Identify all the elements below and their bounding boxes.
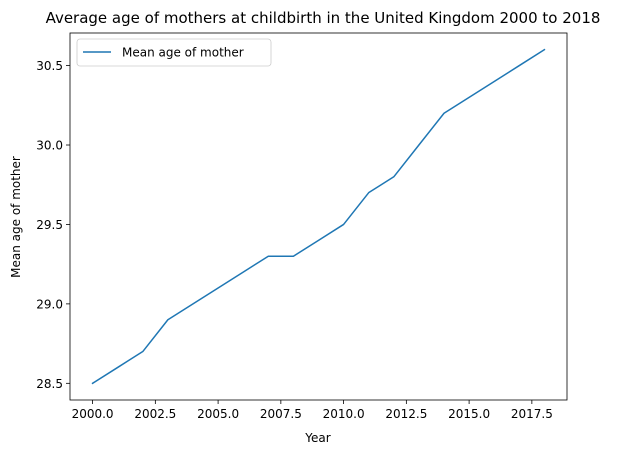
- y-tick-label: 30.0: [36, 139, 63, 153]
- x-axis: 2000.0 2002.5 2005.0 2007.5 2010.0 2012.5 2015…: [72, 400, 553, 421]
- plot-area: [70, 33, 567, 400]
- y-tick-label: 29.5: [36, 218, 63, 232]
- legend-box: [76, 38, 272, 67]
- x-tick-label: 2007.5: [260, 407, 302, 421]
- x-tick-label: 2000.0: [72, 407, 114, 421]
- x-tick-label: 2017.5: [511, 407, 553, 421]
- y-tick-label: 28.5: [36, 377, 63, 391]
- x-tick-label: 2005.0: [197, 407, 239, 421]
- plot-frame: [69, 32, 568, 401]
- x-tick-label: 2002.5: [134, 407, 176, 421]
- series-layer: [91, 48, 546, 385]
- legend: Mean age of mother: [76, 38, 272, 67]
- series-line: [91, 48, 546, 385]
- y-axis-label: Mean age of mother: [9, 156, 23, 278]
- y-tick-label: 29.0: [36, 297, 63, 311]
- y-tick-label: 30.5: [36, 59, 63, 73]
- x-tick-label: 2015.0: [448, 407, 490, 421]
- x-tick-label: 2012.5: [385, 407, 427, 421]
- legend-label: Mean age of mother: [122, 46, 244, 60]
- x-tick-label: 2010.0: [323, 407, 365, 421]
- x-axis-label: Year: [304, 431, 330, 445]
- y-axis: 28.5 29.0 29.5 30.0 30.5: [36, 59, 70, 391]
- chart-title: Average age of mothers at childbirth in …: [46, 9, 601, 27]
